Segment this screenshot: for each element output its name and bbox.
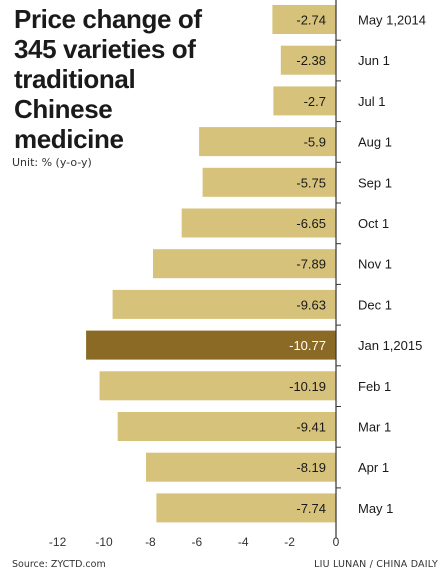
category-label: Oct 1 [358,216,389,231]
x-tick-label: 0 [333,535,340,549]
category-label: Jan 1,2015 [358,338,422,353]
category-label: Feb 1 [358,379,391,394]
category-label: May 1,2014 [358,13,426,28]
x-tick-label: -8 [145,535,156,549]
bar-value-label: -5.9 [304,135,326,150]
bar-value-label: -6.65 [296,216,326,231]
bar-value-label: -2.7 [304,94,326,109]
category-label: May 1 [358,501,393,516]
bar [273,86,336,116]
bar [199,127,336,157]
x-tick-label: -2 [284,535,295,549]
bar [153,249,336,279]
bar [117,412,336,441]
bar-value-label: -10.77 [289,338,326,353]
category-label: Jul 1 [358,94,385,109]
bar [280,45,336,75]
category-label: Nov 1 [358,257,392,272]
x-tick-label: -12 [49,535,67,549]
category-label: Apr 1 [358,460,389,475]
bar [272,5,336,34]
bar [181,208,336,238]
category-label: Aug 1 [358,135,392,150]
category-label: Dec 1 [358,297,392,312]
bar [146,452,336,482]
bar-value-label: -9.41 [296,420,326,435]
bar-value-label: -5.75 [296,175,326,190]
bar-value-label: -7.89 [296,257,326,272]
x-tick-label: -6 [191,535,202,549]
category-label: Jun 1 [358,53,390,68]
bar-value-label: -2.74 [296,13,326,28]
chart-title: Price change of 345 varieties of traditi… [14,4,202,154]
unit-label: Unit: % (y-o-y) [12,156,92,169]
bar [156,493,336,523]
bar [202,167,336,197]
category-label: Sep 1 [358,175,392,190]
x-tick-label: -10 [95,535,113,549]
bar [99,371,336,401]
category-label: Mar 1 [358,420,391,435]
chart-title-block: Price change of 345 varieties of traditi… [14,4,202,154]
bar-value-label: -9.63 [296,297,326,312]
bar [86,330,336,360]
bar-value-label: -8.19 [296,460,326,475]
source-note: Source: ZYCTD.com [12,559,106,570]
bar-value-label: -7.74 [296,501,326,516]
bar [112,289,336,319]
bar-value-label: -10.19 [289,379,326,394]
x-tick-label: -4 [238,535,249,549]
bar-value-label: -2.38 [296,53,326,68]
credit-note: LIU LUNAN / CHINA DAILY [314,559,438,570]
